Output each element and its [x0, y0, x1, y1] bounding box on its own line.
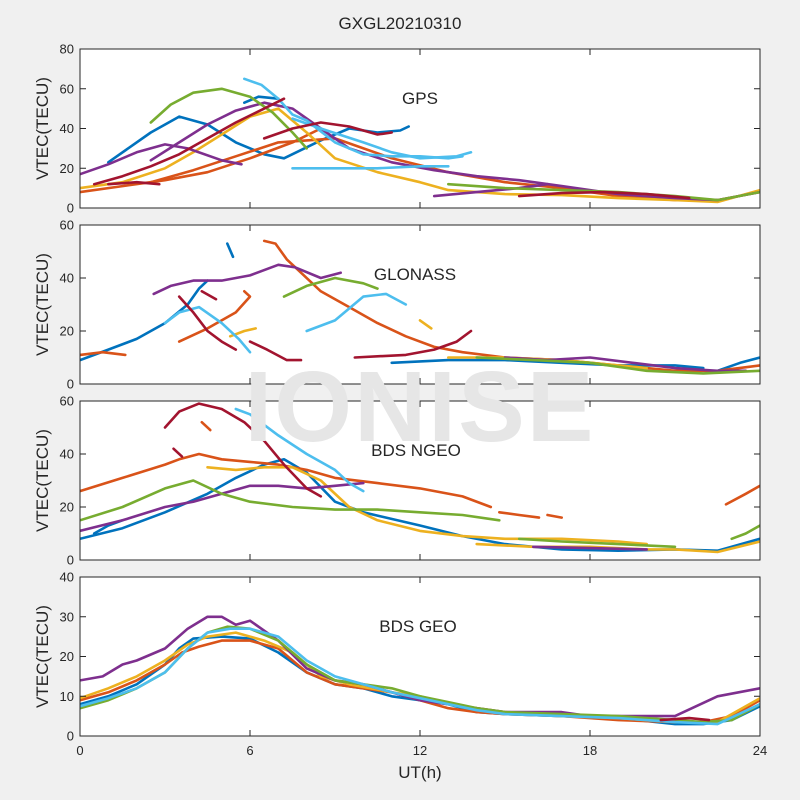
series-line-12	[291, 165, 450, 170]
series-group	[80, 615, 760, 726]
series-line-11	[291, 117, 473, 160]
series-line-3	[716, 356, 760, 373]
panel-2: 0 20 40 60 VTEC(TECU) BDS NGEO	[33, 394, 761, 568]
x-tick-label: 0	[76, 743, 83, 758]
y-tick-label: 0	[67, 553, 74, 568]
series-line-9	[80, 481, 365, 533]
y-tick-label: 40	[60, 570, 74, 585]
y-tick-label: 60	[60, 394, 74, 409]
plot-area	[80, 225, 760, 384]
series-line-4	[80, 107, 760, 204]
series-line-14	[234, 407, 365, 493]
series-line-2	[390, 358, 705, 370]
series-line-5	[80, 627, 760, 726]
x-tick-label: 24	[753, 743, 767, 758]
panel-0: 0 20 40 60 80 VTEC(TECU) GPS	[33, 42, 761, 216]
x-tick-label: 18	[583, 743, 597, 758]
y-tick-label: 60	[60, 81, 74, 96]
series-line-2	[80, 452, 493, 509]
y-tick-label: 40	[60, 271, 74, 286]
y-axis-label: VTEC(TECU)	[33, 605, 52, 708]
series-line-12	[282, 276, 379, 298]
panel-title: BDS NGEO	[371, 441, 461, 460]
series-line-15	[107, 180, 161, 186]
series-line-14	[163, 305, 252, 354]
series-line-15	[305, 292, 408, 333]
panel-3: 0 6 12 18 24 0 10 20 30 40 VTEC(TECU) BDS GEO	[33, 570, 767, 759]
y-tick-label: 20	[60, 649, 74, 664]
y-tick-label: 80	[60, 42, 74, 57]
series-line-8	[418, 319, 433, 330]
series-line-19	[353, 329, 473, 359]
y-tick-label: 10	[60, 689, 74, 704]
y-axis-label: VTEC(TECU)	[33, 429, 52, 532]
x-tick-label: 6	[246, 743, 253, 758]
series-line-11	[80, 479, 501, 522]
y-tick-label: 40	[60, 121, 74, 136]
series-line-3	[200, 420, 212, 432]
x-axis-label: UT(h)	[398, 763, 442, 782]
series-line-1	[243, 95, 280, 104]
series-group	[80, 77, 760, 204]
plot-area	[80, 401, 760, 560]
panel-title: GPS	[402, 89, 438, 108]
y-tick-label: 0	[67, 201, 74, 216]
y-tick-label: 20	[60, 324, 74, 339]
plot-area	[80, 577, 760, 736]
series-line-6	[659, 716, 711, 722]
series-line-16	[517, 190, 691, 200]
series-line-16	[177, 295, 238, 351]
series-line-16	[172, 447, 184, 458]
series-group	[80, 239, 760, 375]
series-line-4	[498, 510, 541, 519]
series-line-15	[163, 402, 323, 498]
y-tick-label: 20	[60, 161, 74, 176]
series-line-1	[226, 242, 235, 259]
series-group	[80, 402, 760, 554]
series-line-7	[206, 466, 648, 546]
x-tick-label: 12	[413, 743, 427, 758]
series-line-10	[152, 263, 342, 296]
series-line-18	[248, 340, 303, 362]
series-line-12	[517, 537, 677, 549]
series-line-13	[730, 524, 760, 541]
series-line-17	[200, 290, 218, 301]
y-tick-label: 60	[60, 218, 74, 233]
y-tick-label: 30	[60, 609, 74, 624]
series-line-5	[80, 143, 243, 176]
series-line-0	[107, 115, 410, 164]
series-line-10	[532, 545, 648, 551]
plot-area	[80, 49, 760, 208]
series-line-1	[80, 639, 760, 724]
series-line-14	[262, 121, 393, 140]
y-tick-label: 0	[67, 377, 74, 392]
y-axis-label: VTEC(TECU)	[33, 253, 52, 356]
panel-1: 0 20 40 60 VTEC(TECU) GLONASS	[33, 218, 761, 392]
y-tick-label: 0	[67, 729, 74, 744]
series-line-6	[149, 101, 760, 202]
series-line-13	[92, 97, 286, 186]
series-line-7	[432, 182, 549, 198]
series-line-5	[546, 513, 563, 519]
figure-title: GXGL20210310	[338, 14, 462, 33]
y-axis-label: VTEC(TECU)	[33, 77, 52, 180]
series-line-13	[475, 356, 760, 375]
panel-title: GLONASS	[374, 265, 456, 284]
series-line-4	[80, 350, 127, 357]
y-tick-label: 20	[60, 500, 74, 515]
panel-title: BDS GEO	[379, 617, 456, 636]
series-line-6	[724, 484, 760, 506]
series-line-5	[177, 290, 252, 343]
y-tick-label: 40	[60, 447, 74, 462]
